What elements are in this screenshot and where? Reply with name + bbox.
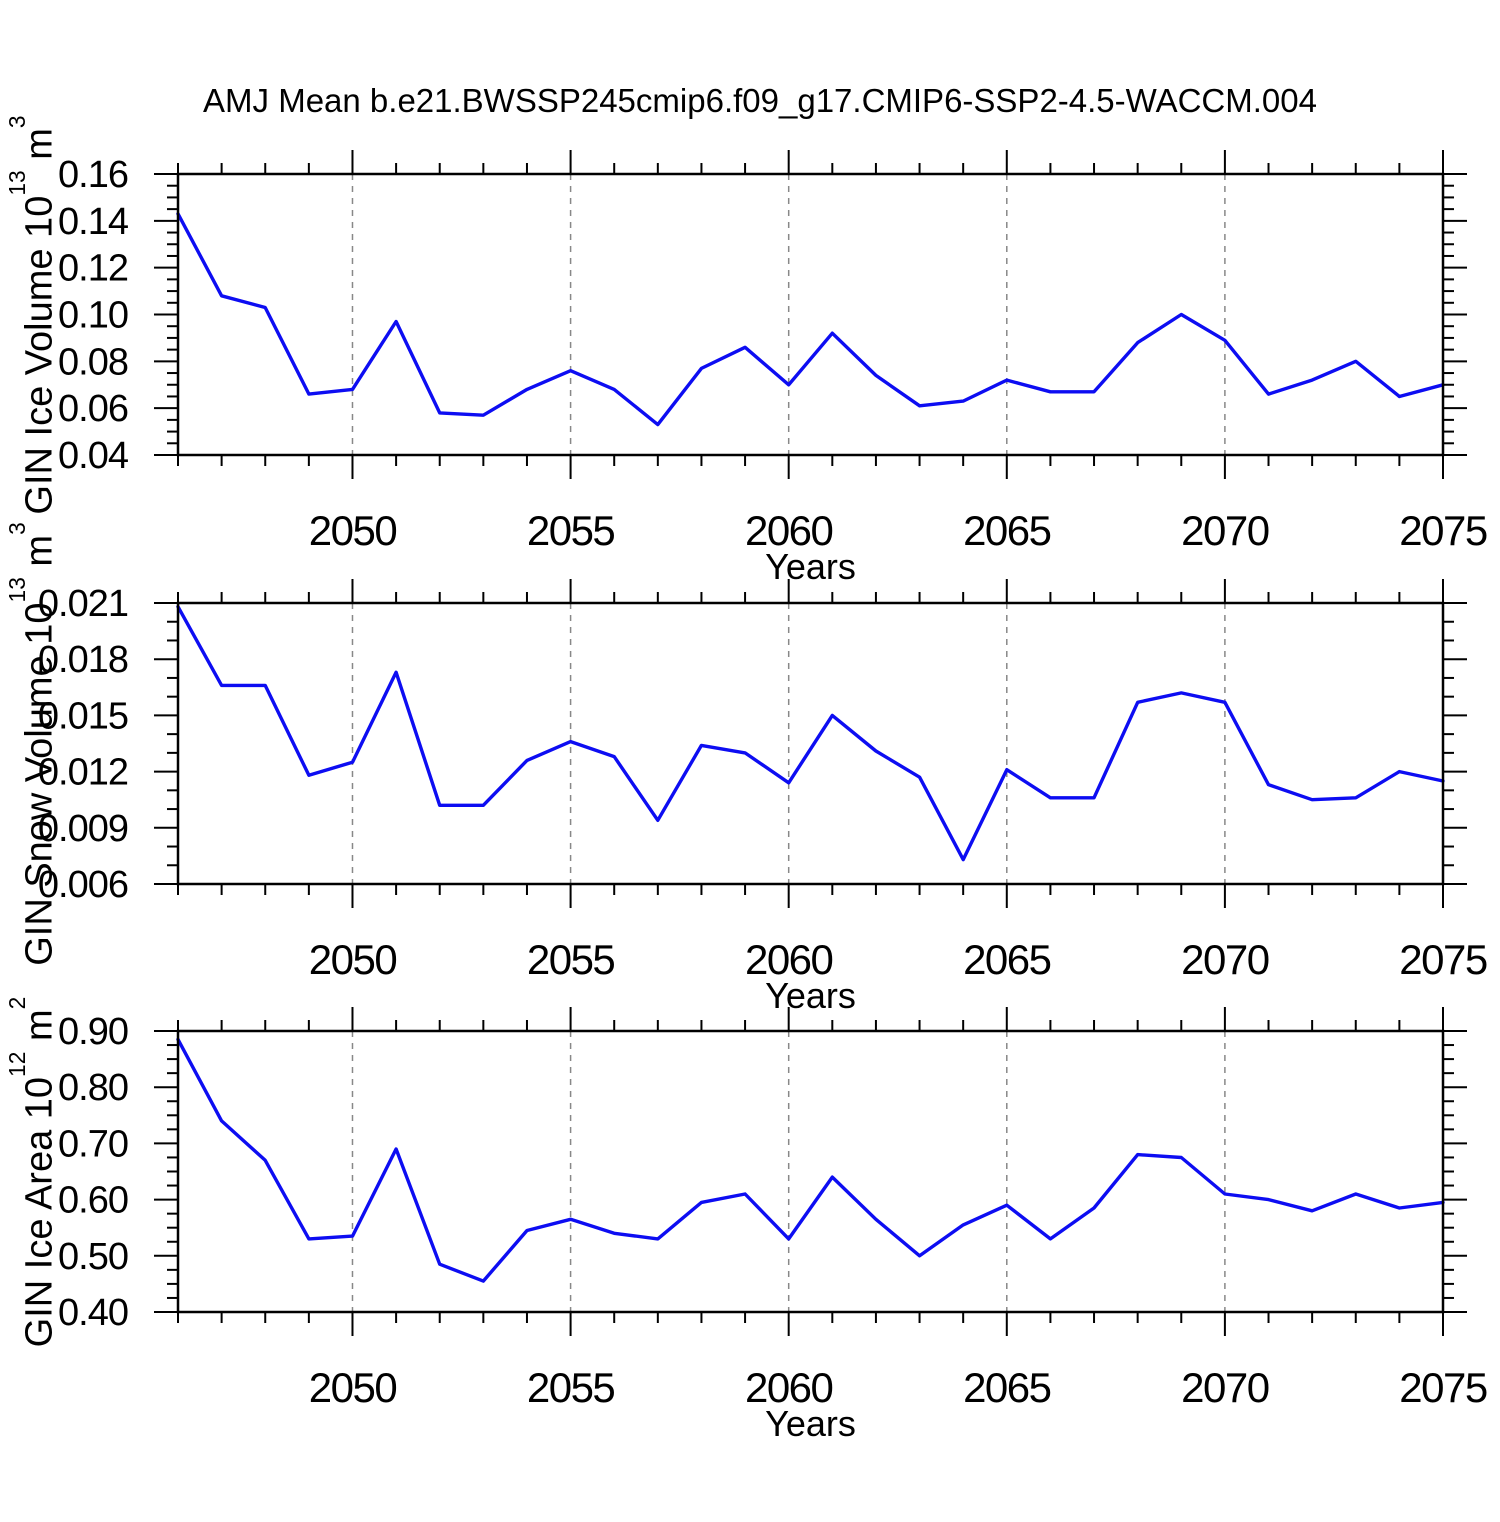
- y-tick-label: 0.08: [58, 341, 128, 383]
- x-tick-label: 2060: [745, 936, 833, 983]
- x-tick-label: 2060: [745, 1364, 833, 1411]
- plot-frame: [176, 1029, 1445, 1314]
- x-tick-label: 2050: [309, 936, 397, 983]
- y-tick-label: 0.015: [38, 695, 128, 737]
- x-axis-title: Years: [765, 546, 856, 587]
- x-tick-label: 2070: [1181, 936, 1269, 983]
- x-tick-label: 2055: [527, 1364, 615, 1411]
- x-tick-label: 2055: [527, 507, 615, 554]
- y-tick-label: 0.40: [58, 1292, 128, 1334]
- y-tick-label: 0.60: [58, 1180, 128, 1222]
- plot-frame: [176, 601, 1445, 886]
- y-axis-title-text: GIN Ice Area 10: [18, 1076, 61, 1347]
- x-axis-title: Years: [765, 975, 856, 1016]
- y-tick-label: 0.70: [58, 1123, 128, 1165]
- y-tick-label: 0.04: [58, 435, 129, 477]
- data-line-ice-area: [176, 1037, 1445, 1283]
- y-tick-label: 0.80: [58, 1067, 128, 1109]
- x-tick-label: 2075: [1399, 936, 1487, 983]
- y-tick-label: 0.018: [38, 639, 128, 681]
- y-tick-label: 0.50: [58, 1236, 128, 1278]
- y-axis-title-unit-exponent: 3: [4, 114, 31, 128]
- x-tick-label: 2060: [745, 507, 833, 554]
- y-tick-label: 0.012: [38, 752, 128, 794]
- y-axis-title-unit: m: [18, 127, 61, 170]
- x-axis-title: Years: [765, 1403, 856, 1444]
- x-tick-label: 2065: [963, 507, 1051, 554]
- x-tick-label: 2070: [1181, 507, 1269, 554]
- y-tick-label: 0.10: [58, 295, 128, 337]
- page-title: AMJ Mean b.e21.BWSSP245cmip6.f09_g17.CMI…: [203, 82, 1317, 119]
- y-tick-label: 0.006: [38, 864, 128, 906]
- y-axis-title-exponent: 13: [4, 169, 31, 196]
- y-axis-title-unit-exponent: 2: [4, 996, 31, 1009]
- plot-frame: [176, 172, 1445, 457]
- y-tick-label: 0.16: [58, 154, 128, 196]
- data-line-snow-volume: [176, 605, 1445, 862]
- x-tick-label: 2050: [309, 1364, 397, 1411]
- x-tick-label: 2065: [963, 936, 1051, 983]
- x-tick-label: 2055: [527, 936, 615, 983]
- y-tick-label: 0.14: [58, 201, 129, 243]
- x-tick-label: 2075: [1399, 507, 1487, 554]
- y-axis-title-exponent: 13: [4, 576, 31, 602]
- y-tick-label: 0.021: [38, 583, 128, 625]
- y-tick-label: 0.009: [38, 808, 128, 850]
- x-tick-label: 2075: [1399, 1364, 1487, 1411]
- y-tick-label: 0.06: [58, 388, 128, 430]
- x-tick-label: 2050: [309, 507, 397, 554]
- y-tick-label: 0.90: [58, 1011, 128, 1053]
- y-tick-label: 0.12: [58, 248, 128, 290]
- y-axis-title-unit: m: [18, 1008, 61, 1052]
- x-tick-label: 2065: [963, 1364, 1051, 1411]
- y-axis-title-exponent: 12: [4, 1051, 31, 1077]
- x-tick-label: 2070: [1181, 1364, 1269, 1411]
- y-axis-title-unit: m: [18, 534, 61, 577]
- data-line-ice-volume: [176, 212, 1445, 427]
- y-axis-title-ice-area: GIN Ice Area 1012 m2: [4, 822, 60, 1522]
- y-axis-title-unit-exponent: 3: [4, 521, 31, 535]
